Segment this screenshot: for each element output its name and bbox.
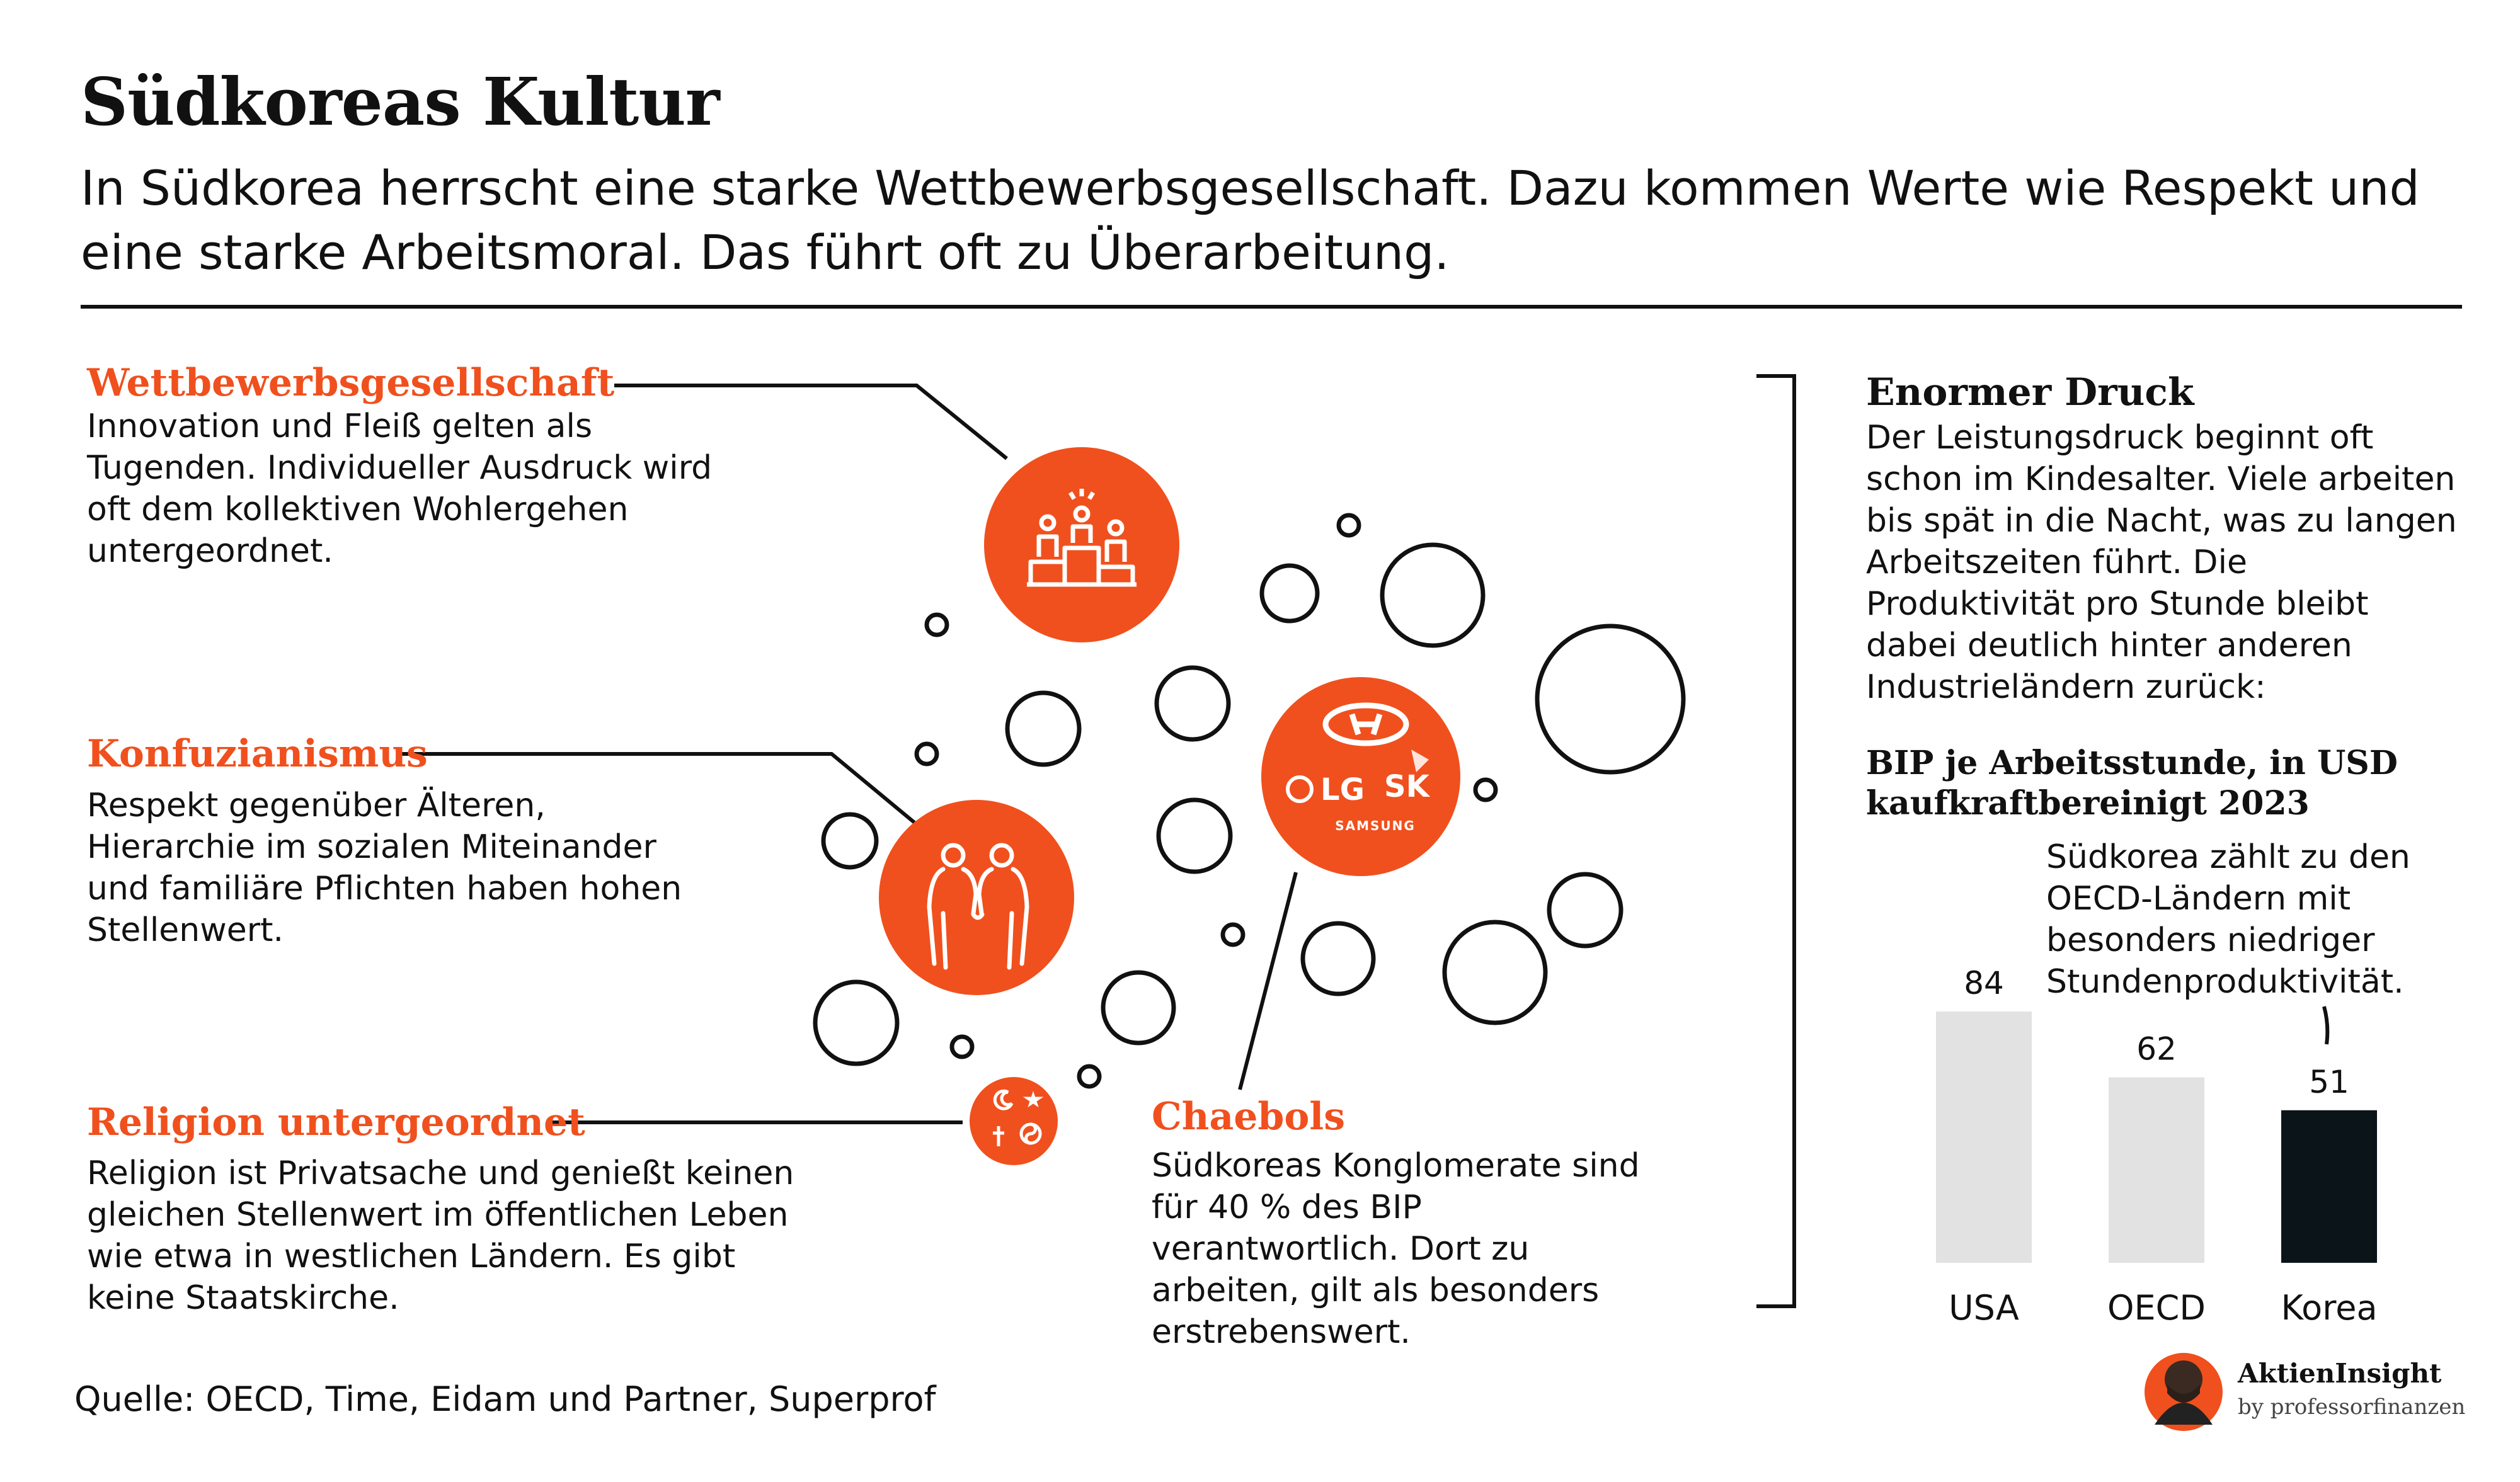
konfuzianismus-heading: Konfuzianismus: [87, 732, 428, 776]
samsung-logo-text: SAMSUNG: [1335, 818, 1416, 833]
chart-annotation: Südkorea zählt zu den OECD-Ländern mit b…: [2046, 838, 2410, 1001]
connector-wettbewerb: [614, 384, 1008, 460]
elder-respect-icon: [927, 843, 1029, 970]
section-bracket: [1756, 374, 1796, 1308]
chaebol-logos: LG SK SAMSUNG: [1286, 702, 1431, 833]
chaebols-text: Südkoreas Konglomerate sind für 40 % des…: [1152, 1147, 1640, 1351]
bar-usa: [1936, 1012, 2032, 1263]
category-label: OECD: [2107, 1288, 2206, 1328]
konfuzianismus-text: Respekt gegenüber Älteren, Hierarchie im…: [87, 787, 682, 949]
sk-butterfly-icon: [1411, 750, 1429, 772]
connector-lines: [398, 384, 1298, 1124]
category-label: Korea: [2281, 1288, 2377, 1328]
chaebols-bubble: [1261, 677, 1460, 876]
religion-text: Religion ist Privatsache und genießt kei…: [87, 1154, 794, 1317]
bar-value-label: 51: [2309, 1064, 2349, 1100]
header-divider: [81, 305, 2462, 309]
wettbewerb-heading: Wettbewerbsgesellschaft: [87, 361, 615, 405]
connector-konfuzianismus: [398, 752, 925, 832]
brand-name: AktienInsight: [2238, 1358, 2442, 1389]
category-label: USA: [1949, 1288, 2019, 1328]
connector-chaebols: [1238, 872, 1298, 1090]
bar-value-label: 84: [1964, 965, 2004, 1001]
bar-korea: [2281, 1110, 2377, 1263]
sk-logo-text: SK: [1384, 769, 1431, 804]
chaebols-heading: Chaebols: [1152, 1095, 1345, 1139]
religion-heading: Religion untergeordnet: [87, 1100, 585, 1144]
annotation-pointer: [2322, 1006, 2330, 1045]
brand-byline: by professorfinanzen: [2238, 1394, 2466, 1420]
bar-value-label: 62: [2136, 1031, 2177, 1068]
wettbewerb-bubble: [984, 447, 1179, 642]
podium-icon: [1027, 489, 1137, 587]
religion-symbols-icon: [993, 1089, 1044, 1146]
decorative-bubbles: [813, 513, 1686, 1089]
source-note: Quelle: OECD, Time, Eidam und Partner, S…: [74, 1379, 936, 1419]
druck-text: Der Leistungsdruck beginnt oft schon im …: [1866, 419, 2457, 706]
bar-oecd: [2109, 1077, 2204, 1263]
brand-avatar: [2145, 1353, 2223, 1431]
productivity-bar-chart: 84 USA 62 OECD 51 Korea: [1936, 965, 2378, 1328]
page-title: Südkoreas Kultur: [81, 63, 720, 140]
druck-heading: Enormer Druck: [1866, 370, 2194, 414]
lg-logo-icon: [1286, 775, 1314, 803]
lg-logo-text: LG: [1320, 772, 1365, 807]
wettbewerb-text: Innovation und Fleiß gelten als Tugenden…: [87, 408, 713, 570]
hyundai-logo-icon: [1322, 702, 1409, 746]
religion-bubble: [970, 1077, 1058, 1165]
chart-title: BIP je Arbeitsstunde, in USD kaufkraftbe…: [1866, 744, 2398, 823]
page-subtitle: In Südkorea herrscht eine starke Wettbew…: [81, 160, 2420, 280]
